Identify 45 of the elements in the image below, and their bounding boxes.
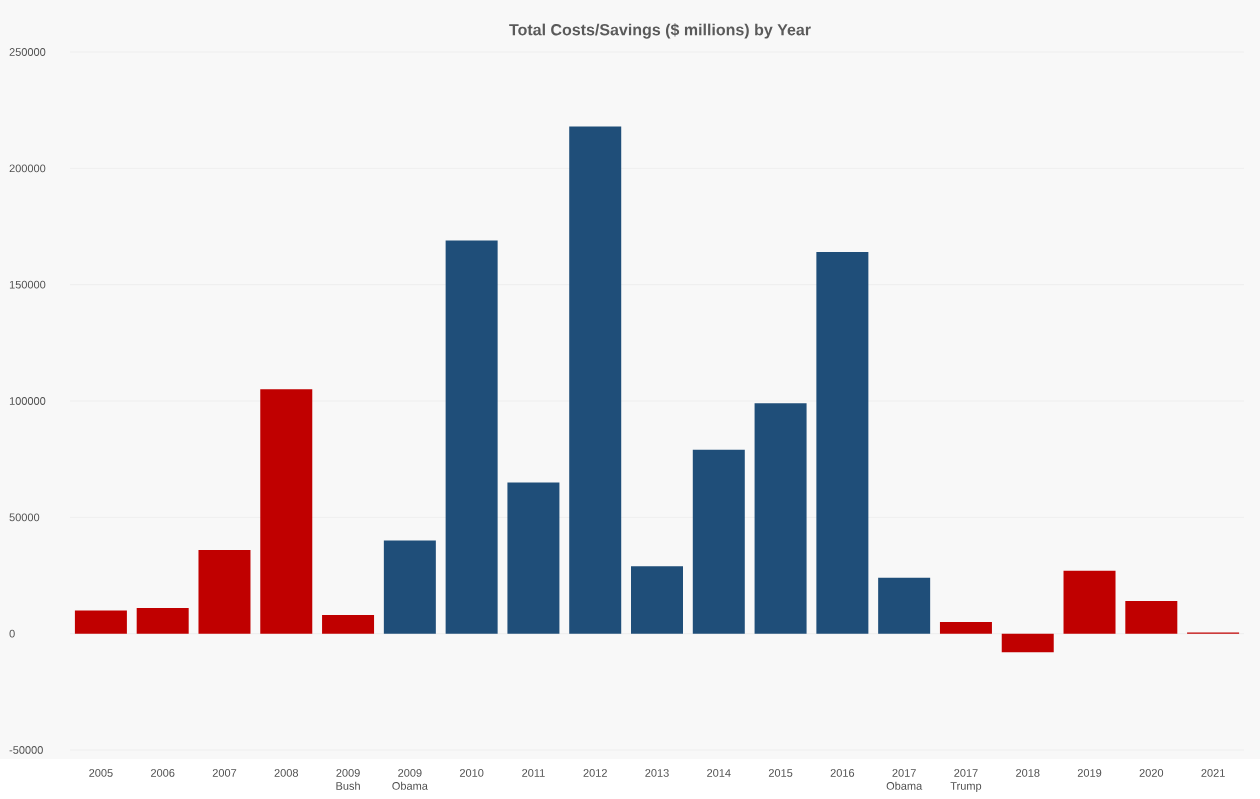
bar bbox=[445, 240, 498, 634]
x-tick-label: 2011 bbox=[522, 769, 545, 777]
bar bbox=[1125, 601, 1178, 634]
x-tick-label: 2006 bbox=[151, 769, 175, 777]
bar bbox=[692, 450, 745, 634]
bar bbox=[322, 615, 375, 634]
y-tick-label: 200000 bbox=[9, 164, 46, 173]
x-tick-label: 2009 Obama bbox=[392, 769, 428, 790]
x-tick-label: 2015 bbox=[768, 769, 793, 777]
bar bbox=[1063, 571, 1116, 634]
bar bbox=[1001, 633, 1054, 653]
y-tick-label: 250000 bbox=[9, 48, 46, 57]
x-tick-label: 2009 Bush bbox=[336, 769, 360, 790]
chart-title: Total Costs/Savings ($ millions) by Year bbox=[509, 23, 811, 39]
bar bbox=[816, 252, 869, 634]
x-tick-label: 2016 bbox=[830, 769, 855, 777]
x-tick-label: 2005 bbox=[89, 769, 113, 777]
bar bbox=[569, 126, 622, 634]
bar bbox=[939, 622, 992, 634]
x-tick-label: 2014 bbox=[707, 769, 731, 777]
x-tick-label: 2010 bbox=[459, 769, 484, 777]
y-tick-label: 150000 bbox=[9, 280, 46, 289]
bar bbox=[754, 403, 807, 634]
bar bbox=[878, 577, 931, 634]
y-tick-label: -50000 bbox=[9, 746, 43, 755]
bar bbox=[74, 610, 127, 634]
x-tick-label: 2017 Obama bbox=[886, 769, 923, 790]
bar bbox=[383, 540, 436, 634]
bar bbox=[507, 482, 560, 634]
bar bbox=[631, 566, 683, 634]
x-tick-label: 2021 bbox=[1201, 769, 1225, 777]
bar bbox=[260, 389, 313, 634]
y-tick-label: 100000 bbox=[9, 397, 46, 406]
y-tick-label: 50000 bbox=[9, 513, 40, 522]
x-tick-label: 2007 bbox=[212, 769, 237, 777]
x-tick-label: 2020 bbox=[1139, 769, 1164, 777]
x-tick-label: 2018 bbox=[1016, 769, 1040, 777]
bar bbox=[136, 608, 189, 634]
y-tick-label: 0 bbox=[9, 629, 15, 638]
x-tick-label: 2012 bbox=[583, 769, 607, 777]
bar bbox=[198, 550, 251, 634]
x-tick-label: 2008 bbox=[274, 769, 299, 777]
x-tick-label: 2019 bbox=[1077, 769, 1102, 777]
x-tick-label: 2013 bbox=[645, 769, 669, 777]
x-tick-label: 2017 Trump bbox=[950, 769, 982, 793]
